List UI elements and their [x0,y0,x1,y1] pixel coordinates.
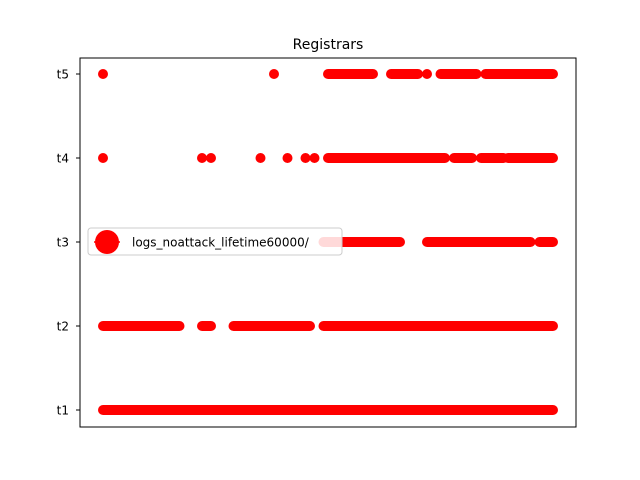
data-point-t4 [309,153,320,163]
legend: logs_noattack_lifetime60000/ [87,227,343,256]
y-axis: t1 t2 t3 t4 t5 [57,68,80,418]
data-point-t4 [282,153,293,163]
data-point-t4 [197,153,207,163]
data-point-run-t4 [323,153,450,163]
y-tick-label-t1: t1 [57,404,69,418]
data-point-run-t4 [476,153,509,163]
y-tick-label-t5: t5 [57,68,69,82]
data-point-run-t5 [323,69,378,79]
data-point-run-t5 [435,69,482,79]
y-tick-label-t4: t4 [57,152,69,166]
data-point-run-t2 [323,321,558,331]
chart-title: Registrars [293,37,364,53]
data-point-run-t4 [503,153,558,163]
legend-box [87,227,343,256]
data-point-t5 [269,69,279,79]
y-tick-label-t2: t2 [57,320,69,334]
data-point-run-t5 [386,69,423,79]
data-point-t4 [300,153,311,163]
data-point-t4 [98,153,108,163]
data-point-t4 [255,153,266,163]
data-point-run-t4 [449,153,477,163]
data-point-run-t5 [480,69,558,79]
data-point-run-t3 [534,237,558,247]
data-point-run-t1 [98,405,558,415]
data-point-run-t2 [197,321,216,331]
data-point-t5 [98,69,108,79]
data-point-run-t3 [422,237,536,247]
data-point-t5 [422,69,432,79]
data-point-t4 [206,153,216,163]
data-point-run-t2 [98,321,185,331]
legend-label: logs_noattack_lifetime60000/ [132,236,310,250]
legend-marker-swatch [95,230,119,254]
y-tick-label-t3: t3 [57,236,69,250]
data-point-run-t2 [228,321,315,331]
